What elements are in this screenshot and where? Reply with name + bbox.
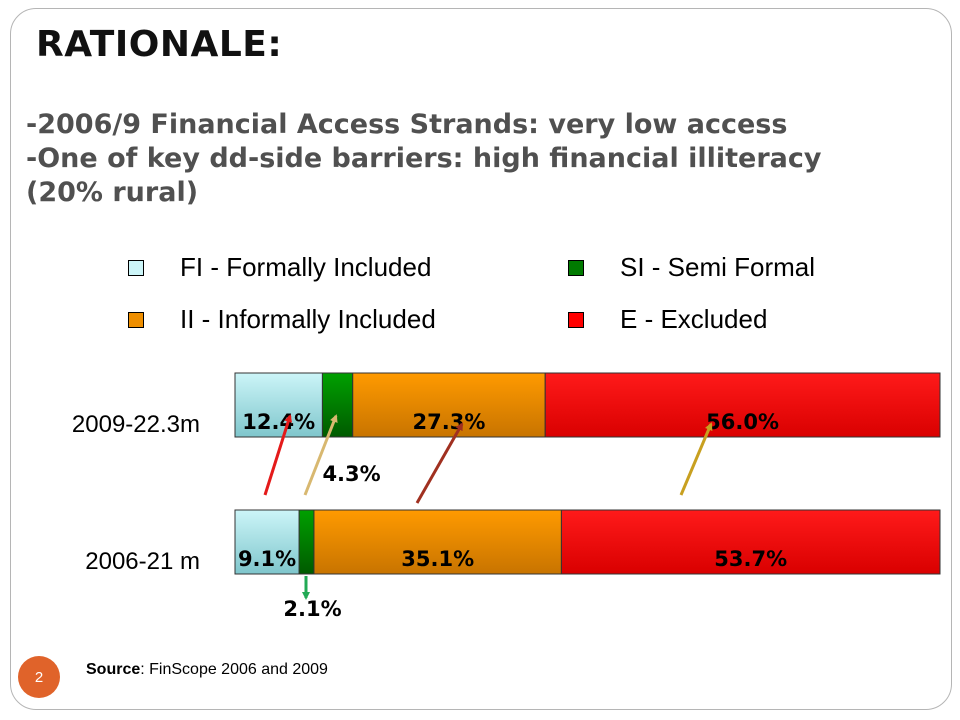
data-label-e: 56.0%: [706, 410, 779, 434]
bar-segment-si: [298, 509, 315, 575]
legend-item-ii: II - Informally Included: [128, 304, 436, 335]
legend-swatch-ii: [128, 311, 144, 328]
category-label: 2006-21 m: [85, 548, 200, 575]
source-text: : FinScope 2006 and 2009: [140, 661, 328, 678]
legend-item-si: SI - Semi Formal: [568, 252, 815, 283]
source-label: Source: [86, 661, 141, 678]
chart-legend: FI - Formally Included SI - Semi Formal …: [128, 252, 888, 335]
legend-swatch-e: [568, 311, 584, 328]
bar-segment-ii: [313, 509, 562, 575]
legend-item-e: E - Excluded: [568, 304, 767, 335]
bullet-line-3: (20% rural): [26, 177, 199, 208]
legend-item-fi: FI - Formally Included: [128, 252, 431, 283]
slide-frame: [10, 8, 952, 710]
change-arrow-4: [679, 422, 713, 496]
page-number-badge: 2: [18, 656, 60, 698]
bar-segment-ii: [352, 372, 546, 438]
bar-segment-fi: [234, 509, 300, 575]
data-label-fi: 12.4%: [242, 410, 315, 434]
data-label-si: 2.1%: [283, 597, 341, 621]
legend-label-ii: II - Informally Included: [180, 304, 436, 334]
legend-swatch-fi: [128, 259, 144, 276]
data-label-si: 4.3%: [322, 462, 380, 486]
source-note: Source: FinScope 2006 and 2009: [86, 661, 328, 679]
change-arrow-3: [415, 422, 464, 504]
bar-segment-e: [560, 509, 941, 575]
bullet-line-1: -2006/9 Financial Access Strands: very l…: [26, 109, 788, 140]
legend-swatch-si: [568, 259, 584, 276]
data-label-e: 53.7%: [714, 547, 787, 571]
data-label-ii: 27.3%: [413, 410, 486, 434]
category-label: 2009-22.3m: [72, 411, 200, 438]
data-label-fi: 9.1%: [238, 547, 296, 571]
legend-label-fi: FI - Formally Included: [180, 252, 432, 282]
bar-segment-si: [321, 372, 354, 438]
slide-title: RATIONALE:: [36, 24, 283, 65]
bullet-line-2: -One of key dd-side barriers: high finan…: [26, 143, 822, 174]
data-label-ii: 35.1%: [401, 547, 474, 571]
bullet-list: -2006/9 Financial Access Strands: very l…: [26, 108, 926, 210]
change-arrow-1: [263, 414, 293, 496]
legend-label-e: E - Excluded: [620, 304, 768, 334]
legend-label-si: SI - Semi Formal: [620, 252, 816, 282]
change-arrow-2: [303, 414, 338, 496]
bar-segment-e: [544, 372, 941, 438]
bar-segment-fi: [234, 372, 323, 438]
